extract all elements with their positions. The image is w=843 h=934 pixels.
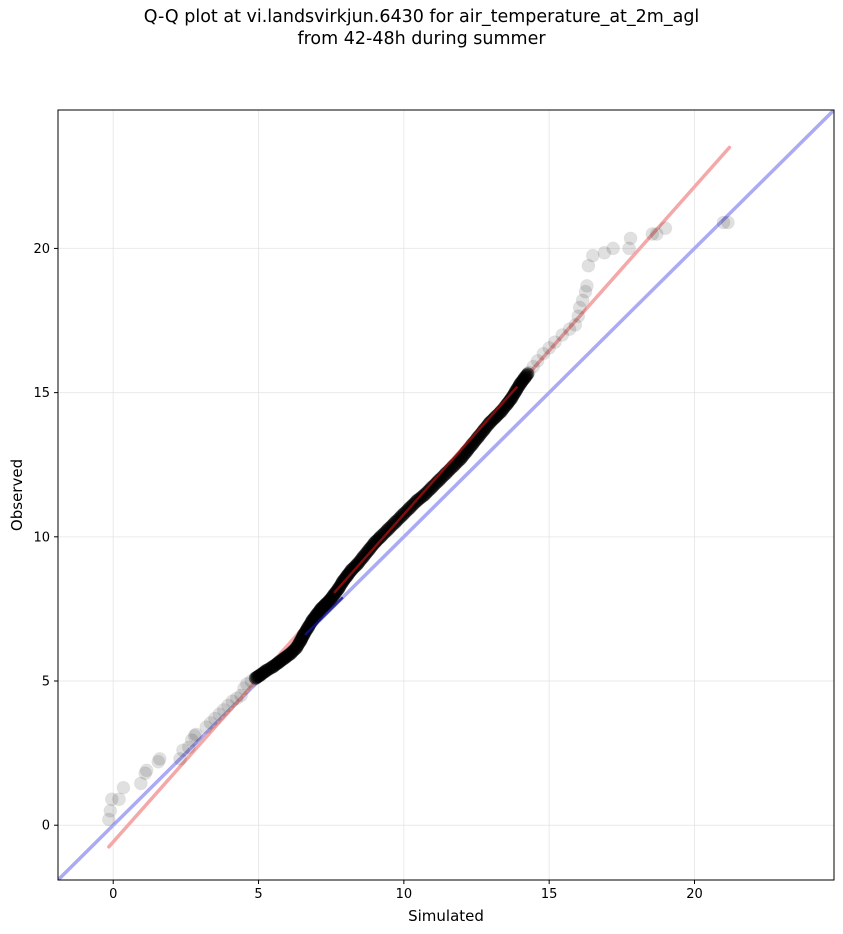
qq-point xyxy=(645,227,659,241)
x-tick-label: 0 xyxy=(109,887,117,902)
qq-point xyxy=(521,367,535,381)
qq-point xyxy=(105,792,119,806)
qq-point xyxy=(571,309,585,323)
qq-point xyxy=(189,727,203,741)
qq-point xyxy=(237,681,251,695)
grid xyxy=(58,110,834,880)
x-axis-label: Simulated xyxy=(408,907,484,925)
x-tick-label: 20 xyxy=(686,887,703,902)
qq-point xyxy=(579,285,593,299)
qq-point xyxy=(548,335,562,349)
qq-point xyxy=(234,688,248,702)
y-tick-label: 5 xyxy=(42,675,50,690)
qq-point xyxy=(199,720,213,734)
qq-point xyxy=(624,231,638,245)
data-layer xyxy=(58,110,834,880)
x-tick-label: 10 xyxy=(396,887,413,902)
qq-point xyxy=(536,347,550,361)
qq-point xyxy=(103,804,117,818)
qq-point xyxy=(526,360,540,374)
qq-point xyxy=(622,241,636,255)
x-tick-label: 15 xyxy=(541,887,558,902)
qq-point xyxy=(188,729,202,743)
qq-point xyxy=(185,733,199,747)
qq-point xyxy=(555,328,569,342)
y-axis-label: Observed xyxy=(8,459,26,531)
qq-point xyxy=(151,755,165,769)
qq-point xyxy=(208,712,222,726)
qq-point xyxy=(182,740,196,754)
qq-point xyxy=(580,279,594,293)
qq-point xyxy=(134,776,148,790)
qq-point xyxy=(138,766,152,780)
reference-line-core xyxy=(304,596,344,636)
qq-point xyxy=(586,249,600,263)
qq-point xyxy=(102,812,116,826)
fit-line-core xyxy=(333,385,519,594)
y-tick-label: 20 xyxy=(33,242,50,257)
plot-frame xyxy=(57,109,835,881)
qq-point xyxy=(563,322,577,336)
qq-point xyxy=(531,354,545,368)
chart-subtitle: from 42-48h during summer xyxy=(297,29,546,49)
qq-point xyxy=(230,691,244,705)
x-tick-label: 5 xyxy=(254,887,262,902)
chart-title: Q-Q plot at vi.landsvirkjun.6430 for air… xyxy=(143,7,700,27)
qq-point xyxy=(153,752,167,766)
qq-point xyxy=(597,246,611,260)
y-tick-label: 0 xyxy=(42,819,50,834)
y-tick-label: 10 xyxy=(33,530,50,545)
qq-point xyxy=(658,221,672,235)
y-tick-label: 15 xyxy=(33,386,50,401)
reference-line xyxy=(58,110,834,880)
qq-point xyxy=(173,752,187,766)
qq-point xyxy=(112,792,126,806)
qq-point xyxy=(573,301,587,315)
qq-point xyxy=(522,365,536,379)
qq-point xyxy=(204,716,218,730)
qq-point xyxy=(116,781,130,795)
qq-point xyxy=(606,241,620,255)
qq-point xyxy=(721,215,735,229)
qq-point xyxy=(225,694,239,708)
qq-point xyxy=(176,743,190,757)
qq-point xyxy=(217,703,231,717)
qq-point xyxy=(568,318,582,332)
chart-title-block: Q-Q plot at vi.landsvirkjun.6430 for air… xyxy=(0,6,843,50)
qq-point xyxy=(140,763,154,777)
qq-point xyxy=(221,699,235,713)
qq-point xyxy=(581,259,595,273)
qq-point xyxy=(576,293,590,307)
qq-point xyxy=(650,227,664,241)
ticks: 0 5 10 15 20 0 5 10 15 20 xyxy=(33,242,702,902)
qq-point xyxy=(212,707,226,721)
qq-point xyxy=(542,341,556,355)
qq-point xyxy=(717,215,731,229)
